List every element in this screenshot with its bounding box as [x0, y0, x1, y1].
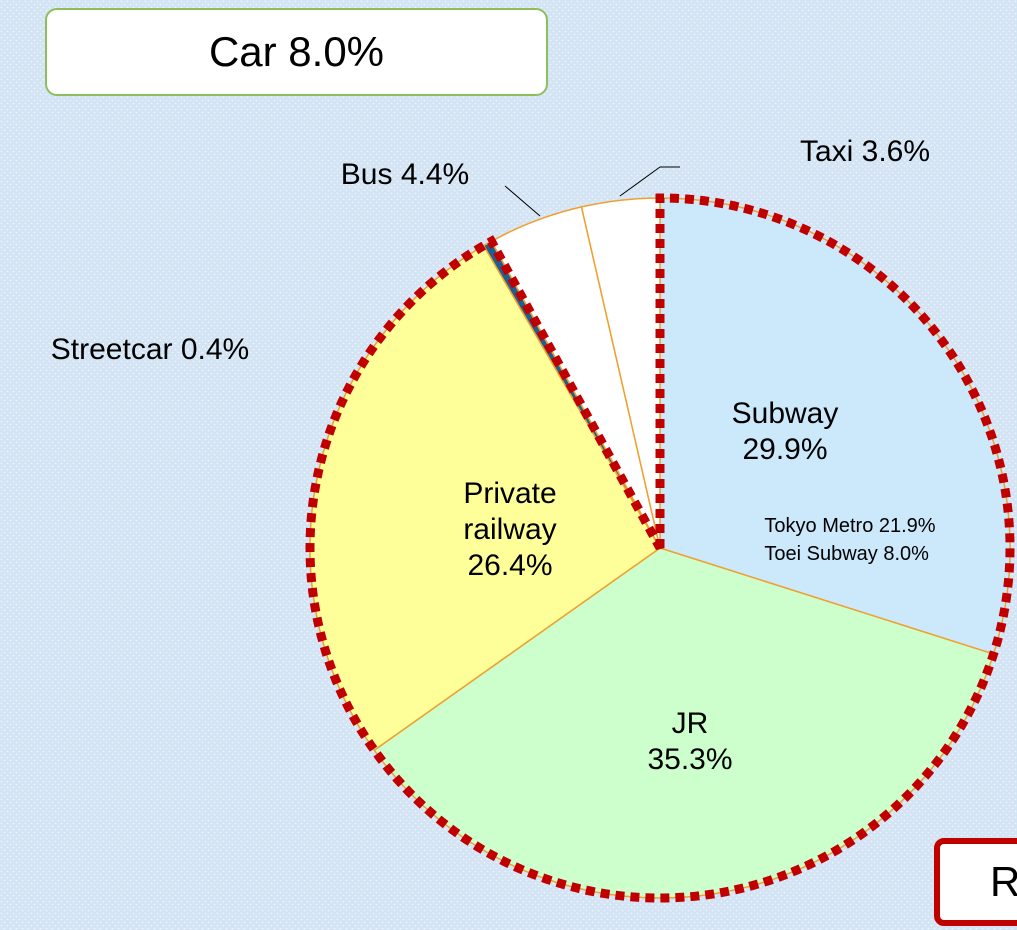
subway-breakdown: Tokyo Metro 21.9% Toei Subway 8.0%	[764, 512, 935, 568]
slice-label: Private railway 26.4%	[435, 476, 585, 584]
slice-name: Private railway	[463, 477, 557, 546]
slice-value: 4.4%	[400, 158, 470, 191]
slice-value: 29.9%	[742, 433, 828, 466]
r-box: R	[934, 838, 1017, 926]
slice-value: 35.3%	[647, 743, 733, 776]
taxi-leader	[619, 166, 680, 197]
slice-label: Subway 29.9%	[732, 396, 839, 468]
car-label: Car 8.0%	[208, 28, 385, 75]
slice-label: Taxi 3.6%	[800, 134, 930, 170]
slice-name: Taxi	[799, 135, 854, 168]
rail-outline	[305, 193, 1015, 903]
slice-name: Streetcar	[50, 333, 173, 366]
slice-name: Subway	[731, 397, 839, 430]
slice-value: 3.6%	[861, 135, 931, 168]
breakdown-line: Toei Subway 8.0%	[764, 543, 929, 565]
bus-leader	[504, 185, 541, 217]
slice-label: JR 35.3%	[647, 706, 732, 778]
r-label: R	[990, 858, 1017, 905]
breakdown-line: Tokyo Metro 21.9%	[764, 515, 936, 537]
car-box: Car 8.0%	[45, 8, 548, 96]
slice-value: 26.4%	[467, 549, 553, 582]
slice-label: Bus 4.4%	[341, 157, 469, 193]
slice-value: 0.4%	[180, 333, 250, 366]
slice-name: JR	[671, 707, 709, 740]
slice-name: Bus	[340, 158, 393, 191]
slice-label: Streetcar 0.4%	[51, 332, 249, 368]
